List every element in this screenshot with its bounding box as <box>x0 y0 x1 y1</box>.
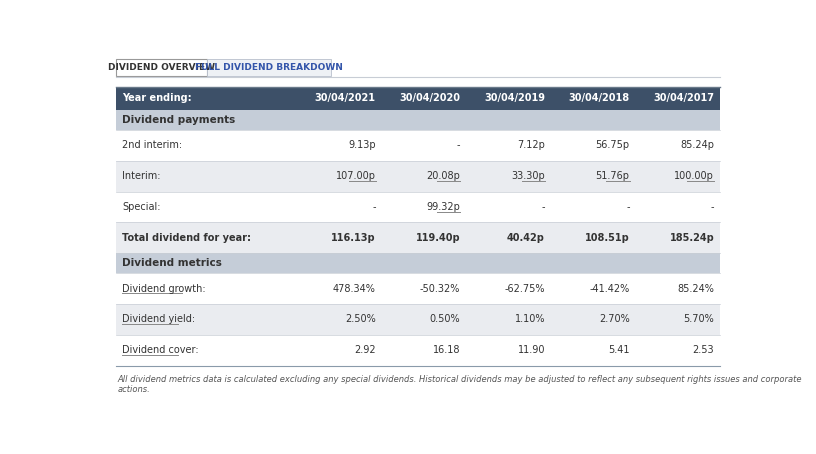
Text: 119.40p: 119.40p <box>415 233 460 243</box>
Text: 16.18: 16.18 <box>432 345 460 355</box>
Bar <box>116 87 721 110</box>
Text: 30/04/2020: 30/04/2020 <box>399 94 460 104</box>
Text: 30/04/2019: 30/04/2019 <box>484 94 545 104</box>
Text: Dividend cover:: Dividend cover: <box>122 345 199 355</box>
Text: All dividend metrics data is calculated excluding any special dividends. Histori: All dividend metrics data is calculated … <box>118 375 802 394</box>
Text: Interim:: Interim: <box>122 171 161 181</box>
Text: Dividend metrics: Dividend metrics <box>122 258 222 268</box>
Text: Dividend payments: Dividend payments <box>122 115 235 125</box>
Bar <box>116 253 721 273</box>
Text: -50.32%: -50.32% <box>420 284 460 294</box>
Bar <box>116 304 721 335</box>
Text: 0.50%: 0.50% <box>430 314 460 324</box>
Text: 107.00p: 107.00p <box>335 171 375 181</box>
Text: Total dividend for year:: Total dividend for year: <box>122 233 251 243</box>
Text: 11.90: 11.90 <box>517 345 545 355</box>
Text: 2.92: 2.92 <box>354 345 375 355</box>
Bar <box>116 110 721 130</box>
Bar <box>116 192 721 222</box>
Text: DIVIDEND OVERVIEW: DIVIDEND OVERVIEW <box>109 63 215 72</box>
Text: Dividend growth:: Dividend growth: <box>122 284 206 294</box>
Text: 30/04/2018: 30/04/2018 <box>569 94 630 104</box>
Text: 9.13p: 9.13p <box>348 140 375 150</box>
Text: FULL DIVIDEND BREAKDOWN: FULL DIVIDEND BREAKDOWN <box>196 63 344 72</box>
Text: 30/04/2021: 30/04/2021 <box>315 94 375 104</box>
Text: 108.51p: 108.51p <box>585 233 630 243</box>
Bar <box>116 130 721 161</box>
Text: 2nd interim:: 2nd interim: <box>122 140 182 150</box>
Text: 2.53: 2.53 <box>693 345 714 355</box>
Text: 100.00p: 100.00p <box>674 171 714 181</box>
Text: -41.42%: -41.42% <box>589 284 630 294</box>
Text: 33.30p: 33.30p <box>512 171 545 181</box>
Text: 5.41: 5.41 <box>608 345 630 355</box>
Bar <box>116 273 721 304</box>
Text: 20.08p: 20.08p <box>427 171 460 181</box>
Text: -62.75%: -62.75% <box>504 284 545 294</box>
Text: Year ending:: Year ending: <box>122 94 192 104</box>
Text: -: - <box>372 202 375 212</box>
Text: 5.70%: 5.70% <box>684 314 714 324</box>
Text: -: - <box>457 140 460 150</box>
Text: 85.24%: 85.24% <box>677 284 714 294</box>
Text: 40.42p: 40.42p <box>507 233 545 243</box>
Text: -: - <box>626 202 630 212</box>
Bar <box>116 222 721 253</box>
Bar <box>116 335 721 365</box>
Text: 51.76p: 51.76p <box>596 171 630 181</box>
Text: 2.50%: 2.50% <box>345 314 375 324</box>
Text: Special:: Special: <box>122 202 161 212</box>
Text: 478.34%: 478.34% <box>333 284 375 294</box>
Text: -: - <box>711 202 714 212</box>
Bar <box>207 59 331 76</box>
Text: 30/04/2017: 30/04/2017 <box>654 94 714 104</box>
Bar <box>116 161 721 192</box>
Text: 85.24p: 85.24p <box>681 140 714 150</box>
Text: 1.10%: 1.10% <box>515 314 545 324</box>
Text: 99.32p: 99.32p <box>427 202 460 212</box>
Text: 56.75p: 56.75p <box>596 140 630 150</box>
Bar <box>116 59 207 76</box>
Text: Dividend yield:: Dividend yield: <box>122 314 195 324</box>
Text: 7.12p: 7.12p <box>517 140 545 150</box>
Text: 185.24p: 185.24p <box>669 233 714 243</box>
Text: 116.13p: 116.13p <box>331 233 375 243</box>
Text: -: - <box>542 202 545 212</box>
Text: 2.70%: 2.70% <box>599 314 630 324</box>
